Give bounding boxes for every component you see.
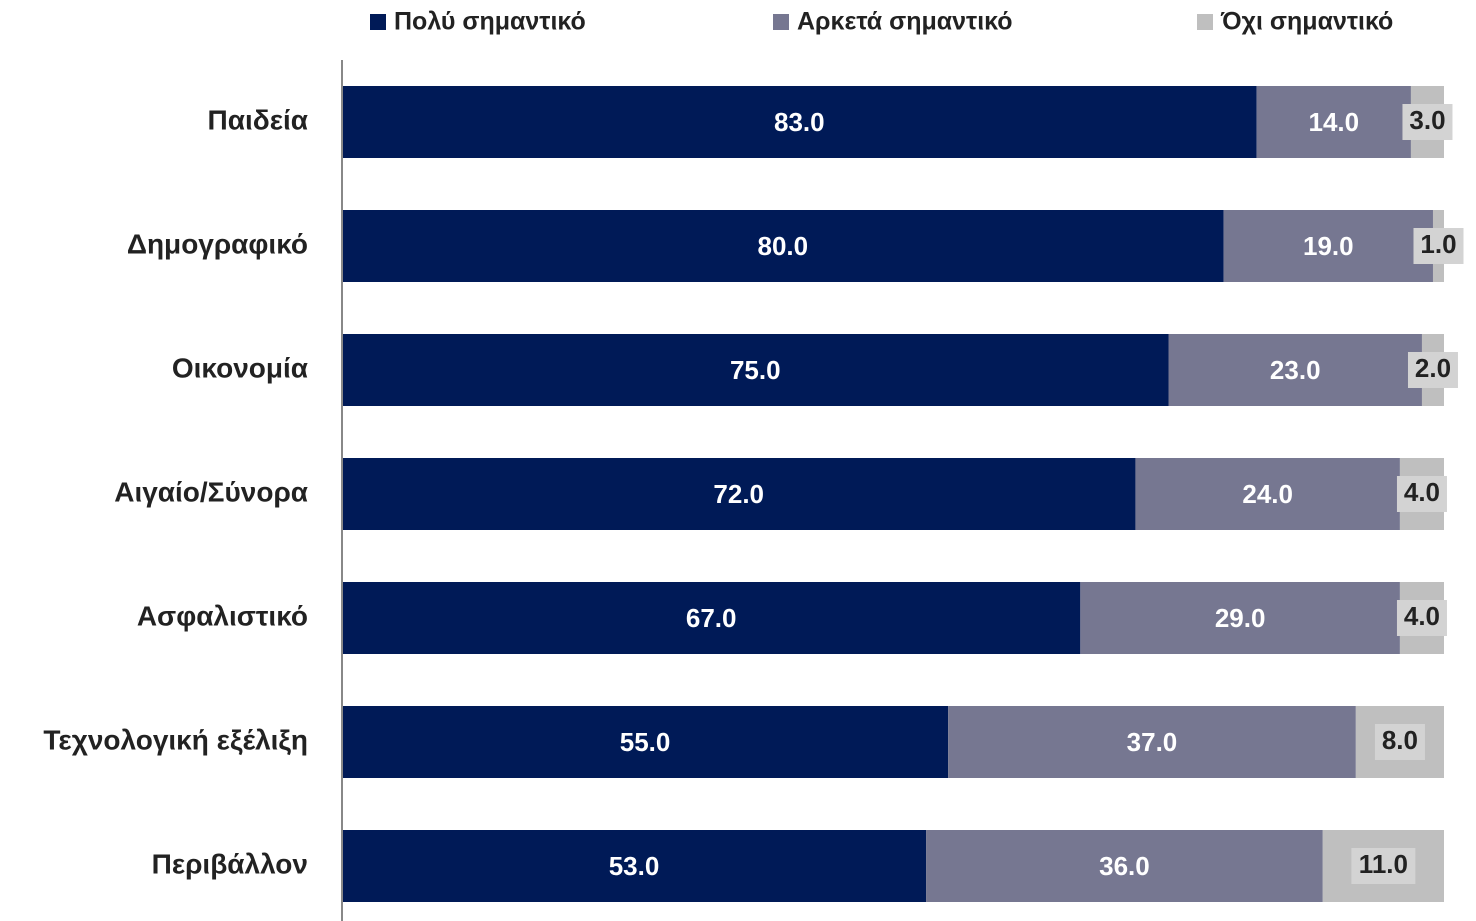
bar-segment	[1080, 582, 1400, 654]
value-label: 19.0	[1303, 231, 1354, 261]
value-label: 14.0	[1308, 107, 1359, 137]
category-label: Παιδεία	[208, 104, 308, 135]
label-box	[1396, 600, 1447, 636]
bar-segment	[1256, 86, 1411, 158]
value-label: 24.0	[1242, 479, 1293, 509]
category-label: Οικονομία	[172, 352, 308, 383]
bar-segment	[948, 706, 1356, 778]
legend-label: Πολύ σημαντικό	[394, 8, 586, 36]
legend-swatch	[773, 14, 789, 30]
value-label: 53.0	[609, 851, 660, 881]
legend-label: Αρκετά σημαντικό	[797, 8, 1013, 36]
category-label: Περιβάλλον	[152, 848, 308, 879]
value-label: 1.0	[1420, 229, 1456, 259]
value-label: 4.0	[1404, 601, 1440, 631]
value-label: 2.0	[1415, 353, 1451, 383]
bar-segment	[342, 86, 1257, 158]
category-label: Δημογραφικό	[127, 228, 308, 259]
value-label: 75.0	[730, 355, 781, 385]
bar-segment	[342, 458, 1136, 530]
value-label: 55.0	[620, 727, 671, 757]
value-label: 29.0	[1215, 603, 1266, 633]
label-box	[1407, 352, 1458, 388]
legend-label: Όχι σημαντικό	[1220, 8, 1393, 36]
category-label: Αιγαίο/Σύνορα	[114, 476, 308, 507]
label-box	[1413, 228, 1464, 264]
bar-segment	[1168, 334, 1422, 406]
bar-segment	[342, 334, 1169, 406]
value-label: 11.0	[1359, 849, 1408, 879]
label-box	[1402, 104, 1453, 140]
legend-swatch	[1197, 14, 1213, 30]
bar-segment	[1135, 458, 1400, 530]
category-label: Ασφαλιστικό	[137, 600, 308, 631]
bar-segment	[926, 830, 1323, 902]
value-label: 4.0	[1404, 477, 1440, 507]
value-label: 83.0	[774, 107, 825, 137]
bar-segment	[342, 210, 1224, 282]
label-box	[1374, 724, 1425, 760]
value-label: 3.0	[1409, 105, 1445, 135]
value-label: 23.0	[1270, 355, 1321, 385]
legend-swatch	[370, 14, 386, 30]
bar-segment	[342, 830, 927, 902]
value-label: 67.0	[686, 603, 737, 633]
bar-segment	[342, 582, 1081, 654]
label-box	[1351, 848, 1416, 884]
value-label: 80.0	[757, 231, 808, 261]
label-box	[1396, 476, 1447, 512]
value-label: 72.0	[713, 479, 764, 509]
bar-segment	[1223, 210, 1433, 282]
value-label: 37.0	[1127, 727, 1178, 757]
value-label: 36.0	[1099, 851, 1150, 881]
value-label: 8.0	[1382, 725, 1418, 755]
bar-segment	[342, 706, 949, 778]
category-label: Τεχνολογική εξέλιξη	[43, 724, 308, 755]
